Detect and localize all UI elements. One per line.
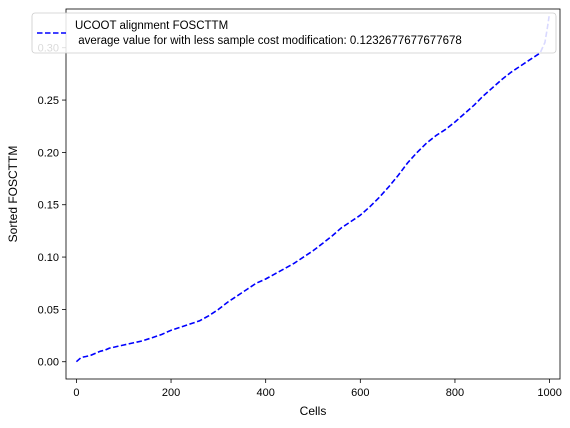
x-tick-label: 800	[446, 387, 464, 399]
x-tick-label: 0	[73, 387, 79, 399]
x-axis-ticks: 0 200 400 600 800 1000	[73, 379, 562, 399]
x-axis-label: Cells	[300, 404, 327, 418]
x-tick-label: 600	[351, 387, 369, 399]
y-tick-label: 0.25	[38, 95, 59, 107]
legend: UCOOT alignment FOSCTTM average value fo…	[31, 12, 557, 54]
x-tick-label: 400	[257, 387, 275, 399]
y-axis-ticks: 0.000.050.100.150.200.250.30	[38, 43, 66, 369]
y-tick-label: 0.15	[38, 200, 59, 212]
y-axis-label: Sorted FOSCTTM	[6, 146, 20, 243]
legend-label-line: UCOOT alignment FOSCTTM	[75, 20, 228, 32]
plot-area	[65, 8, 561, 380]
series-layer	[75, 16, 550, 363]
legend-box	[31, 12, 557, 54]
y-tick-label: 0.00	[38, 357, 59, 369]
x-tick-label: 200	[162, 387, 180, 399]
x-tick-label: 1000	[537, 387, 561, 399]
y-tick-label: 0.10	[38, 252, 59, 264]
legend-label: UCOOT alignment FOSCTTM average value fo…	[75, 20, 462, 47]
series-line	[75, 16, 550, 363]
y-tick-label: 0.05	[38, 304, 59, 316]
y-tick-label: 0.20	[38, 147, 59, 159]
legend-label-line: average value for with less sample cost …	[75, 35, 462, 47]
